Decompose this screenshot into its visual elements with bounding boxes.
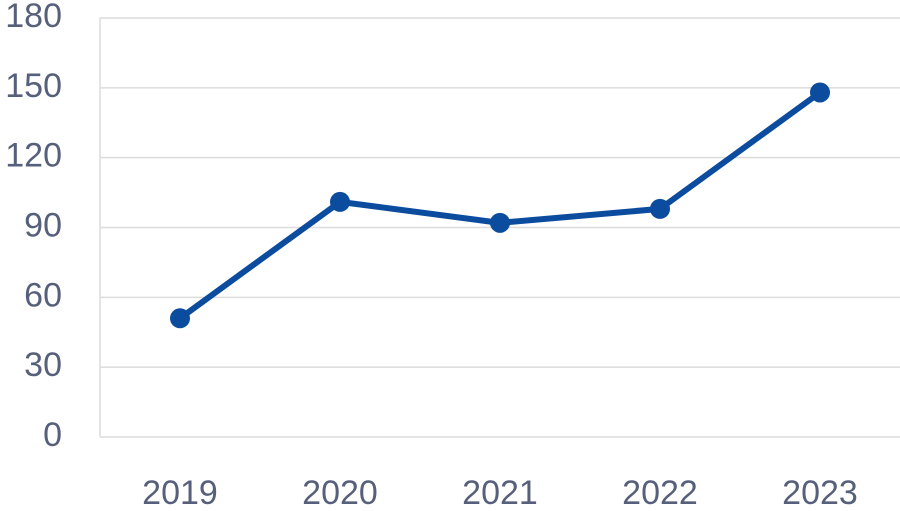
y-tick-label: 0	[43, 416, 62, 454]
y-tick-label: 30	[24, 346, 62, 384]
x-tick-label: 2019	[142, 474, 218, 511]
x-tick-label: 2022	[622, 474, 698, 511]
point	[330, 191, 350, 212]
point	[810, 82, 830, 103]
y-tick-label: 120	[5, 137, 62, 175]
y-tick-label: 180	[5, 0, 62, 35]
x-tick-label: 2023	[782, 474, 858, 511]
point	[650, 198, 670, 219]
point	[170, 308, 190, 329]
y-tick-label: 150	[5, 67, 62, 105]
point	[490, 212, 510, 233]
line	[178, 90, 822, 321]
y-tick-label: 90	[24, 206, 62, 244]
y-tick-label: 60	[24, 276, 62, 314]
x-tick-label: 2020	[302, 474, 378, 511]
x-tick-label: 2021	[462, 474, 538, 511]
